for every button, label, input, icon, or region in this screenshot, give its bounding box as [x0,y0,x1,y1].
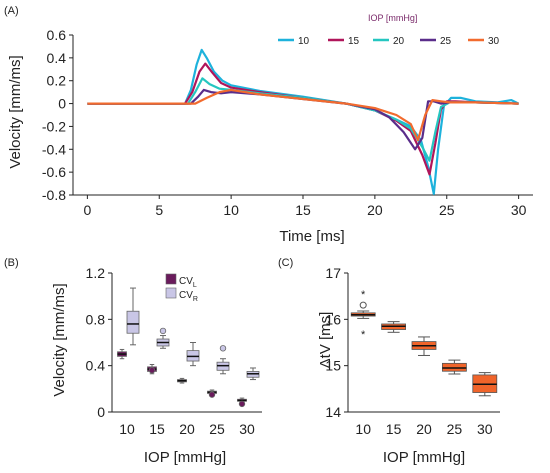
legend-label-iop-15: 15 [348,36,360,47]
y-tick-label: -0.8 [42,187,66,203]
panel-b-label: (B) [4,257,19,269]
x-tick-label: 25 [439,202,455,218]
series-line-iop-20 [87,77,519,162]
legend-label-iop-10: 10 [298,36,310,47]
panel-b-y-axis-title: Velocity [mm/ms] [51,283,68,396]
x-tick-label: 20 [416,421,432,437]
x-tick-label: 20 [179,421,195,437]
y-tick-label: -0.4 [42,141,66,157]
series-line-iop-30 [87,88,519,142]
panel-c-label: (C) [278,257,293,269]
panel-c-x-axis-title: IOP [mmHg] [383,449,465,466]
legend-swatch-cvr [165,287,177,299]
y-tick-label: 0.2 [47,73,67,89]
panel-b-axes: 0 0.4 0.8 1.2 10 15 20 25 30 [86,265,262,437]
y-tick-label: -0.6 [42,164,66,180]
x-tick-label: 30 [239,421,255,437]
x-tick-label: 10 [223,202,239,218]
series-line-iop-10 [87,48,520,195]
panel-c-boxes: ** [350,289,498,397]
y-tick-label: 1.2 [86,265,106,281]
y-tick-label: 17 [325,265,341,281]
panel-a-velocity-time-chart: (A) 0 5 10 15 20 25 30-0.8-0.6-0.4-0.200.20.40… [4,5,533,245]
x-tick-label: 15 [149,421,165,437]
y-tick-label: 16 [325,311,341,327]
panel-a-y-axis-title: Velocity [mm/ms] [7,55,24,168]
y-tick-label: 0.6 [47,27,67,43]
legend-label-iop-20: 20 [393,36,405,47]
y-tick-label: 0.4 [47,50,67,66]
legend-label-cvl: CVL [179,276,197,289]
outlier-point [159,327,167,335]
extreme-point-marker: * [361,329,366,341]
x-tick-label: 15 [386,421,402,437]
x-tick-label: 0 [83,202,91,218]
legend-label-iop-30: 30 [488,36,500,47]
x-tick-label: 10 [355,421,371,437]
panel-a-x-axis-title: Time [ms] [279,228,344,245]
y-tick-label: 0 [97,404,105,420]
x-tick-label: 25 [447,421,463,437]
outlier-point [148,367,156,374]
panel-b-boxes [117,287,260,408]
series-line-iop-25 [87,88,519,151]
legend-title: IOP [mmHg] [368,13,417,23]
legend-swatch-cvl [165,273,177,285]
y-tick-label: 0 [58,96,66,112]
y-tick-label: 14 [325,404,341,420]
panel-a-label: (A) [4,5,19,17]
extreme-point-marker: * [361,289,366,301]
outlier-point [208,391,216,398]
y-tick-label: 0.8 [86,311,106,327]
x-tick-label: 5 [155,202,163,218]
legend-label-iop-25: 25 [440,36,452,47]
box-r-iop-10-box [126,310,140,334]
x-tick-label: 20 [367,202,383,218]
series-line-iop-15 [87,62,519,176]
panel-b-x-axis-title: IOP [mmHg] [144,449,226,466]
y-tick-label: -0.2 [42,118,66,134]
outlier-point [359,301,367,309]
x-tick-label: 10 [119,421,135,437]
outlier-point [219,345,227,352]
panel-a-series-lines [87,48,520,195]
panel-a-legend[interactable]: IOP [mmHg] 10 15 20 25 30 [278,13,500,47]
legend-label-cvr: CVR [179,290,198,303]
y-tick-label: 15 [325,358,341,374]
outlier-point [238,400,246,408]
panel-c-axes: 14 15 16 17 10 15 20 25 30 [325,265,500,437]
panel-c-y-axis-title: ΔtV [ms] [317,312,334,369]
x-tick-label: 30 [511,202,527,218]
x-tick-label: 15 [295,202,311,218]
x-tick-label: 30 [477,421,493,437]
x-tick-label: 25 [209,421,225,437]
y-tick-label: 0.4 [86,358,106,374]
panel-a-axes: 0 5 10 15 20 25 30 -0.8 -0.6 -0.4 -0.2 0 0.2 0.4 0.6 [42,27,533,218]
